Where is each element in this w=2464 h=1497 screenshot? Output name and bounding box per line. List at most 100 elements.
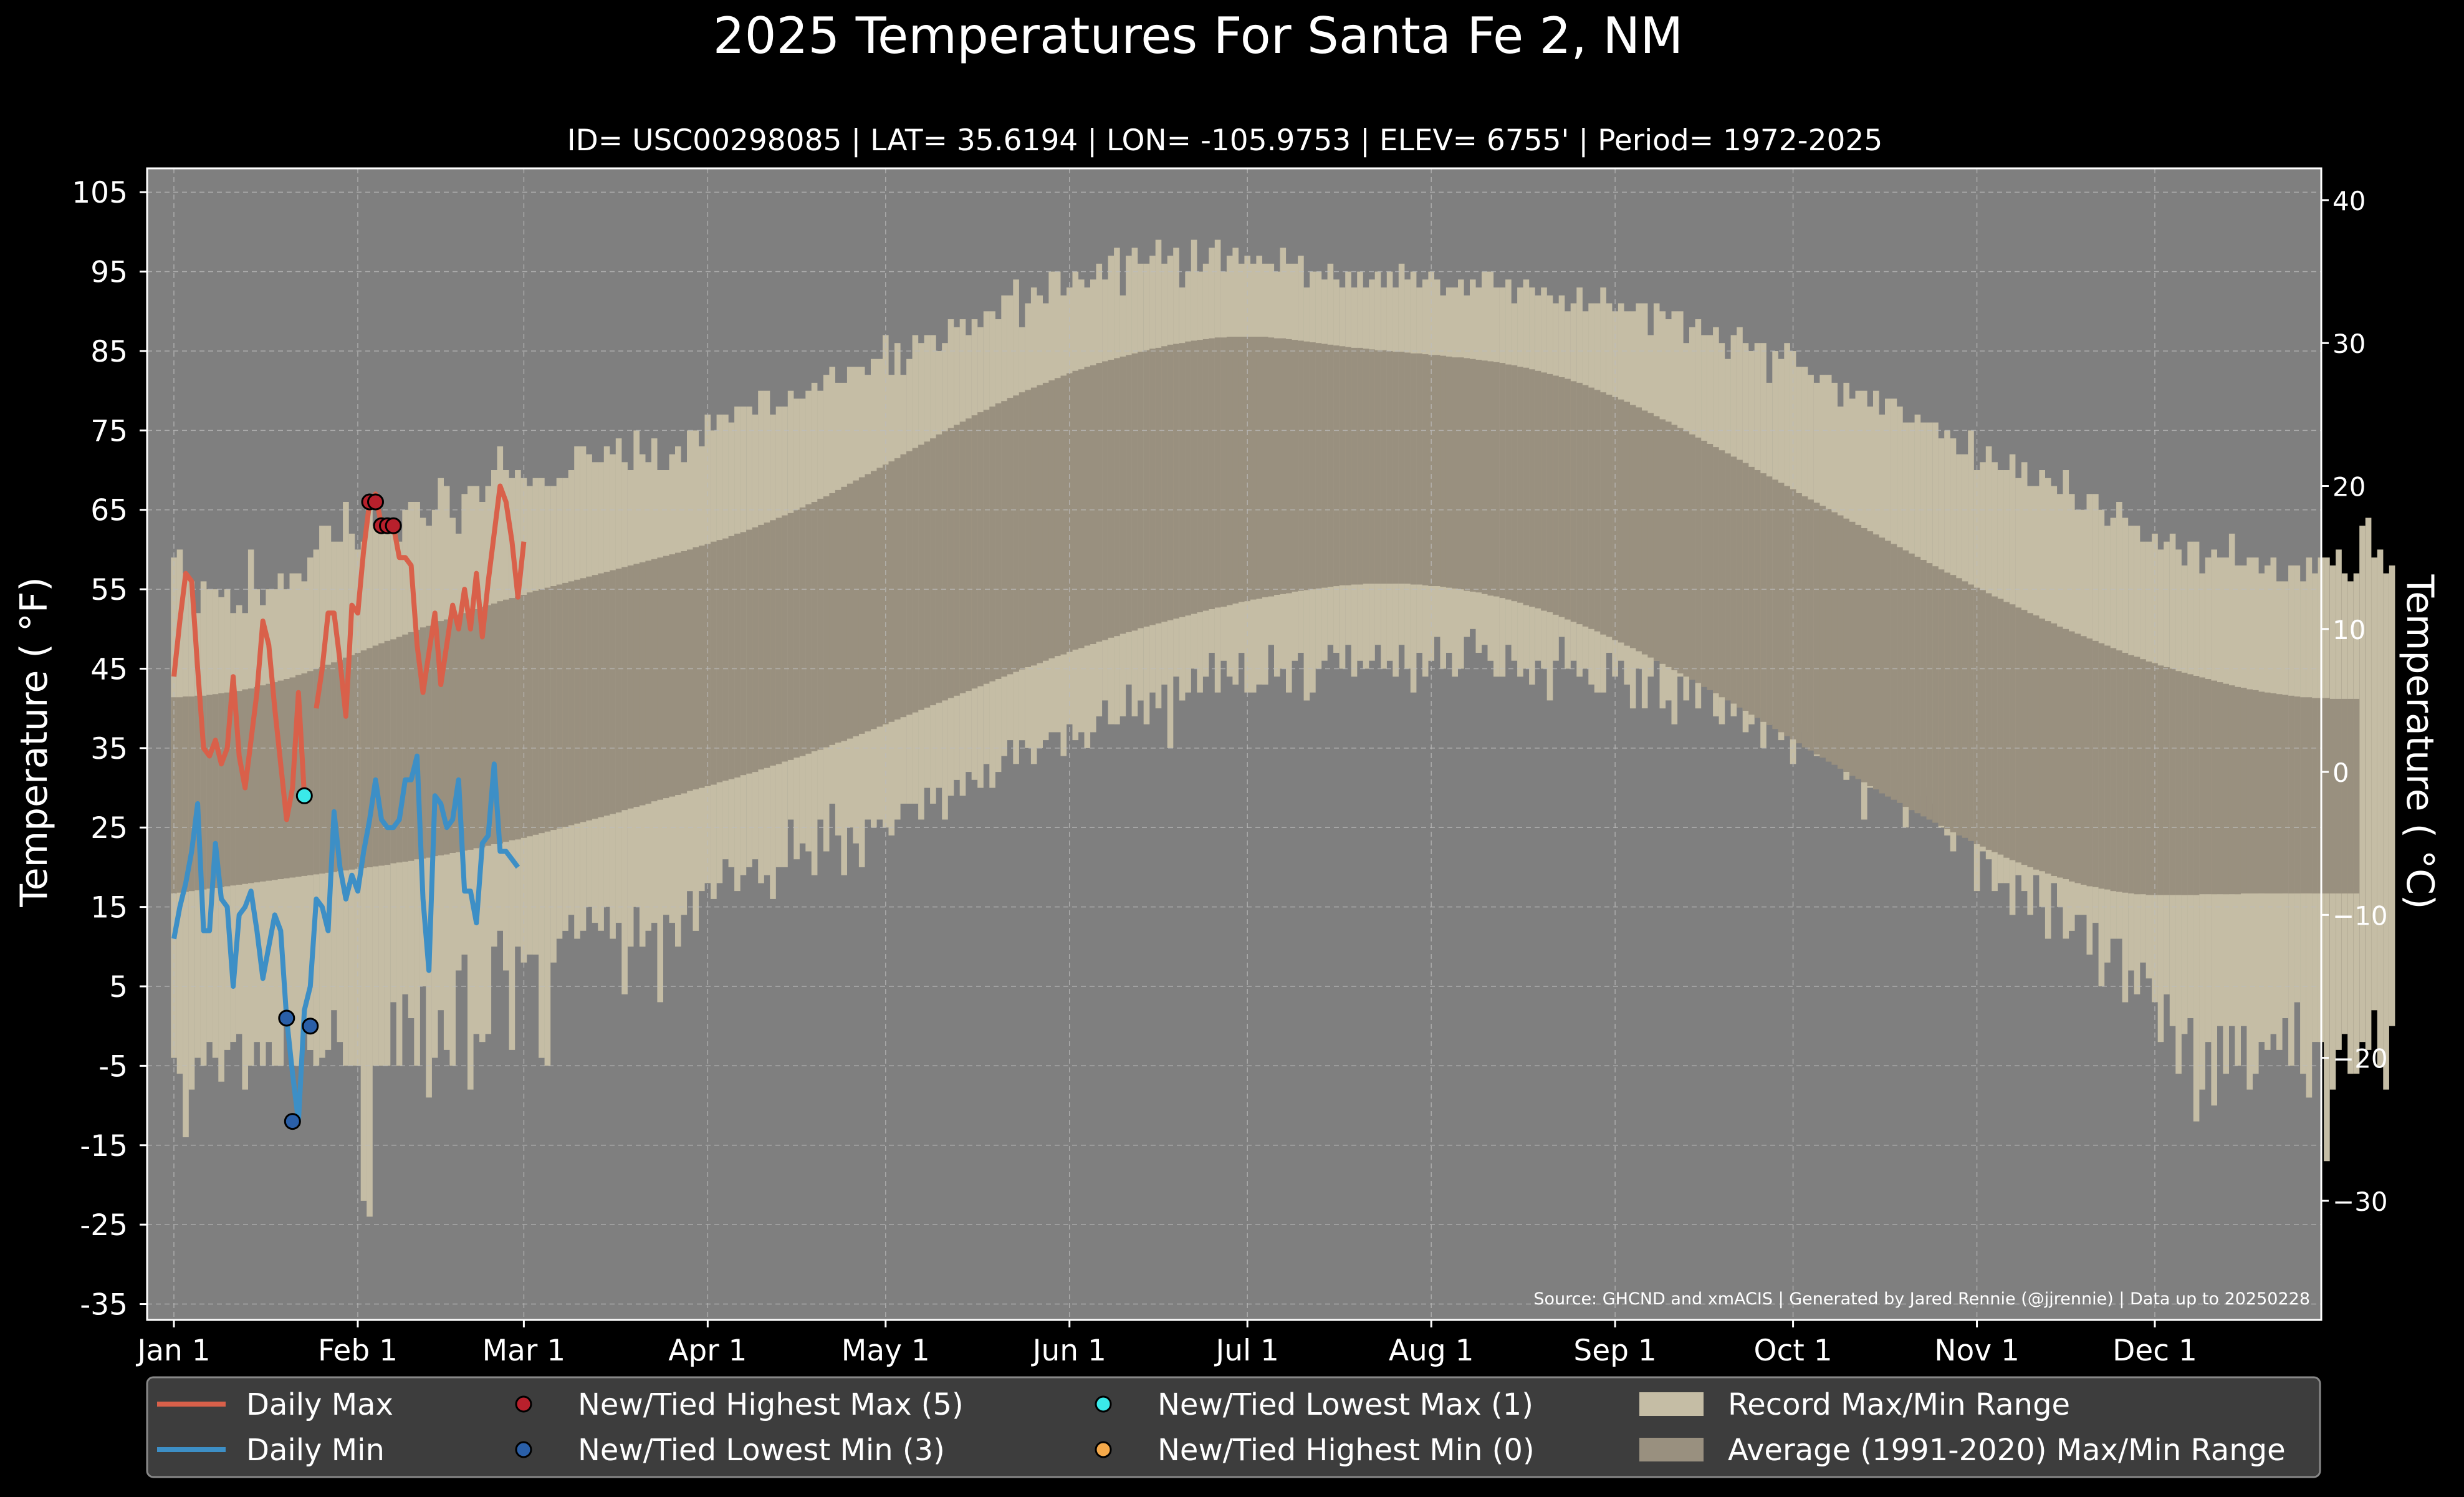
average-range-bar — [1025, 390, 1031, 667]
average-range-bar — [2157, 665, 2164, 895]
average-range-bar — [1606, 395, 1613, 637]
average-range-bar — [568, 581, 575, 826]
average-range-bar — [1393, 352, 1399, 584]
average-range-bar — [846, 483, 853, 739]
average-range-bar — [1683, 431, 1690, 677]
average-range-bar — [1855, 524, 1862, 779]
average-range-bar — [1001, 401, 1007, 677]
average-range-bar — [1030, 387, 1037, 666]
x-tick-label: Jan 1 — [135, 1334, 210, 1368]
average-range-bar — [1565, 378, 1571, 620]
average-range-bar — [1944, 572, 1950, 829]
average-range-bar — [1725, 453, 1731, 701]
record-range-bar — [2359, 526, 2366, 1042]
average-range-bar — [959, 421, 966, 693]
average-range-bar — [1475, 360, 1482, 593]
average-range-bar — [438, 621, 444, 855]
y-tick-label-fahrenheit: 5 — [109, 970, 128, 1004]
average-range-bar — [1185, 341, 1191, 616]
average-range-bar — [787, 513, 794, 760]
average-range-bar — [1310, 342, 1316, 590]
y-tick-label-fahrenheit: 15 — [90, 891, 128, 925]
average-range-bar — [419, 627, 426, 859]
average-range-bar — [2265, 692, 2271, 893]
average-range-bar — [1849, 521, 1856, 776]
average-range-bar — [894, 458, 901, 720]
average-range-bar — [603, 572, 610, 816]
average-range-bar — [254, 686, 260, 883]
x-tick-label: May 1 — [841, 1334, 930, 1368]
average-range-bar — [1202, 339, 1209, 611]
average-range-bar — [1985, 593, 1992, 850]
average-range-bar — [2098, 643, 2105, 889]
average-range-bar — [1298, 340, 1304, 591]
average-range-bar — [1037, 385, 1043, 663]
average-range-bar — [1677, 428, 1684, 674]
average-range-bar — [853, 480, 859, 736]
legend-entry-label: New/Tied Highest Min (0) — [1158, 1433, 1535, 1468]
average-range-bar — [284, 679, 290, 878]
average-range-bar — [1956, 578, 1962, 835]
average-range-bar — [230, 691, 236, 886]
average-range-bar — [793, 509, 800, 758]
average-range-bar — [1689, 434, 1695, 680]
average-range-bar — [1434, 355, 1441, 586]
average-range-bar — [1013, 395, 1019, 672]
average-range-bar — [1428, 355, 1434, 586]
average-range-bar — [527, 592, 533, 837]
average-range-bar — [1404, 352, 1411, 584]
average-range-bar — [2140, 659, 2146, 895]
x-tick-label: Feb 1 — [318, 1334, 398, 1368]
y-tick-label-celsius: 30 — [2332, 329, 2366, 359]
average-range-bar — [1772, 479, 1778, 729]
new-tied-lowest-min-marker — [278, 1009, 295, 1027]
average-range-bar — [443, 619, 450, 855]
average-range-bar — [2270, 693, 2277, 893]
average-range-bar — [1292, 340, 1298, 592]
axes: 105 95 85 75 65 55 45 35 25 15 5 -5 -15 -25 -35 40 30 20 1… — [72, 167, 2388, 1368]
y-tick-label-fahrenheit: -5 — [98, 1049, 128, 1084]
average-range-bar — [1357, 347, 1363, 585]
average-range-bar — [520, 595, 527, 838]
average-range-bar — [1582, 385, 1589, 627]
average-range-bar — [1808, 499, 1814, 751]
average-range-bar — [716, 540, 723, 782]
average-range-bar — [1363, 349, 1369, 584]
average-range-bar — [473, 609, 480, 849]
average-range-bar — [2336, 698, 2342, 893]
average-range-bar — [2003, 602, 2010, 858]
average-range-bar — [183, 696, 189, 892]
average-range-bar — [1837, 515, 1844, 769]
average-range-bar — [491, 604, 497, 844]
average-range-bar — [295, 675, 302, 877]
y-axis-label-celsius: Temperature ( °C) — [2398, 574, 2442, 910]
average-range-bar — [740, 532, 747, 776]
chart-title: 2025 Temperatures For Santa Fe 2, NM — [713, 7, 1684, 65]
average-range-bar — [1873, 534, 1879, 790]
y-tick-label-fahrenheit: -25 — [80, 1208, 128, 1243]
average-range-bar — [1707, 444, 1714, 690]
average-range-bar — [657, 557, 663, 800]
average-range-bar — [1238, 337, 1245, 602]
average-range-bar — [592, 575, 598, 819]
average-range-bar — [1416, 353, 1422, 585]
legend-entry-label: New/Tied Lowest Min (3) — [578, 1433, 945, 1468]
average-range-bar — [402, 634, 408, 862]
average-range-bar — [2300, 697, 2306, 893]
average-range-bar — [1167, 344, 1174, 620]
record-range-bar — [360, 541, 367, 1201]
new-tied-lowest-min-marker — [284, 1113, 301, 1130]
average-range-bar — [2104, 645, 2111, 890]
average-range-bar — [2152, 663, 2158, 895]
average-range-bar — [1060, 375, 1067, 655]
average-range-bar — [627, 565, 634, 809]
average-range-bar — [212, 694, 219, 888]
average-range-bar — [954, 425, 960, 696]
average-range-bar — [2110, 648, 2117, 892]
average-range-bar — [2294, 696, 2301, 893]
average-range-bar — [1149, 349, 1156, 625]
average-range-bar — [2027, 613, 2033, 867]
average-range-bar — [2057, 627, 2063, 878]
average-range-bar — [2039, 619, 2045, 872]
average-range-bar — [2033, 615, 2040, 870]
